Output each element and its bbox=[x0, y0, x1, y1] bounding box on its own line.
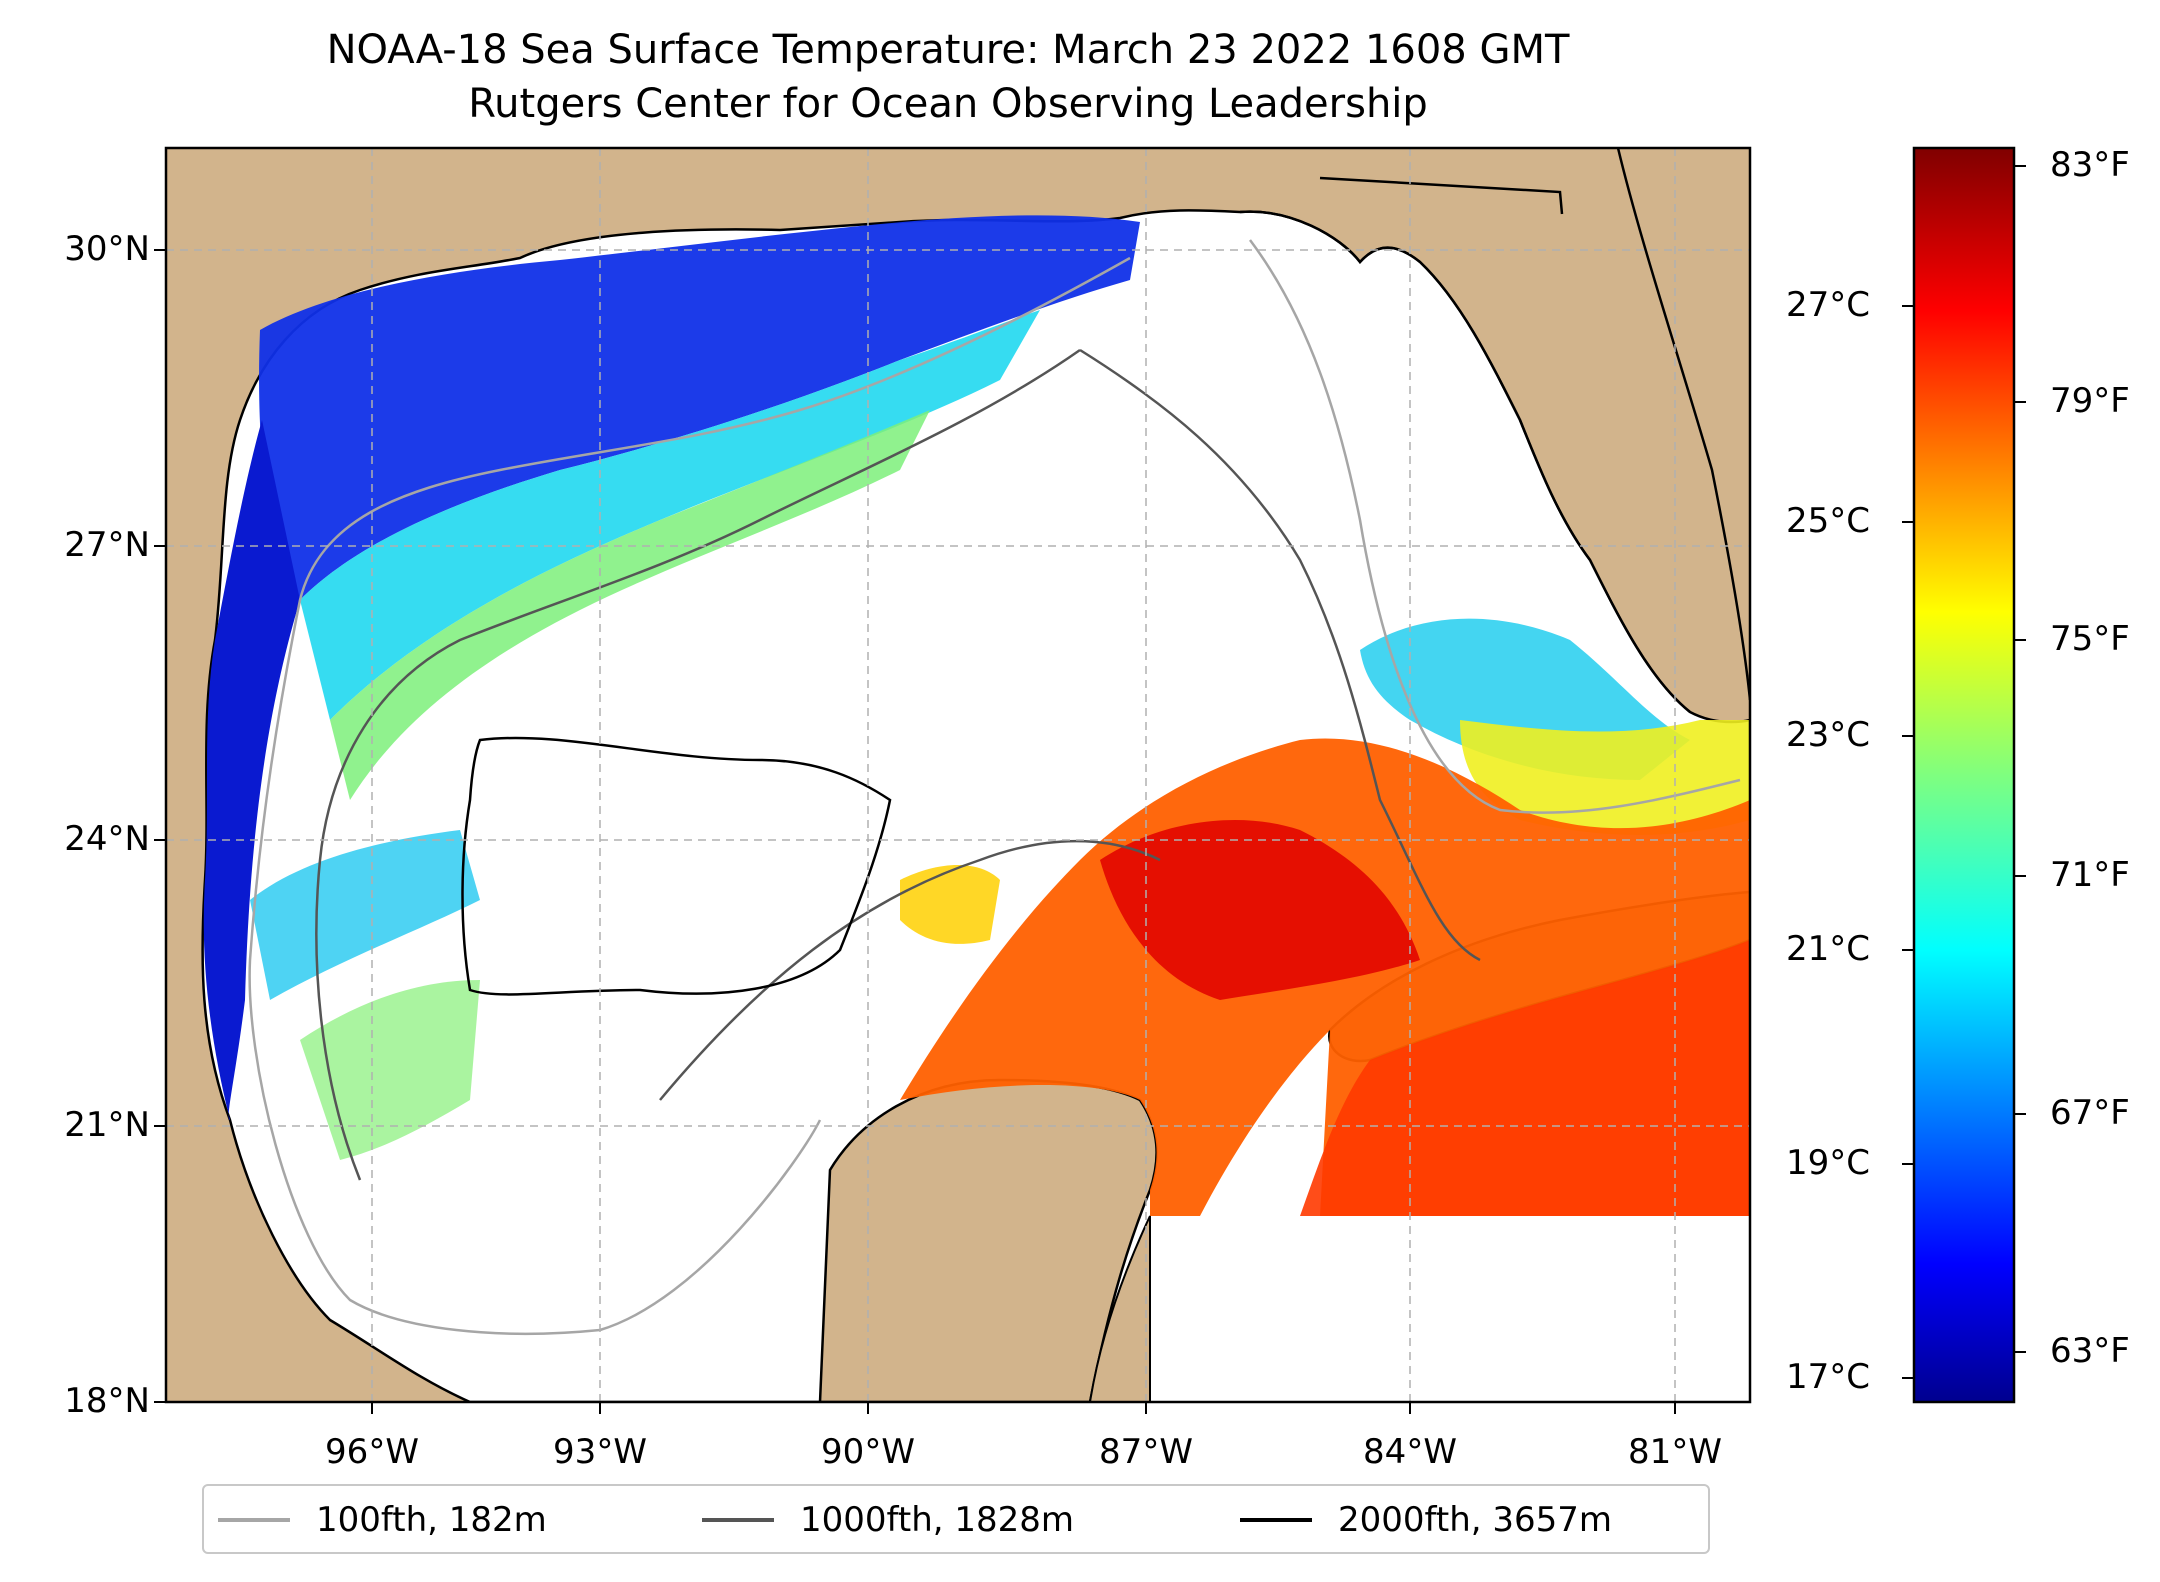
colorbar-label-27c: 27°C bbox=[1786, 285, 1871, 325]
contour-100fth bbox=[248, 239, 1741, 1335]
sst-southwest-cyan bbox=[250, 830, 480, 1000]
contour-2000fth bbox=[461, 736, 892, 996]
map-title: NOAA-18 Sea Surface Temperature: March 2… bbox=[326, 27, 1570, 73]
sst-yellow-patch bbox=[900, 865, 1000, 944]
legend-label-100fth: 100fth, 182m bbox=[316, 1500, 547, 1540]
map-frame bbox=[164, 146, 1752, 1404]
colorbar-label-83f: 83°F bbox=[2050, 145, 2130, 185]
colorbar-label-21c: 21°C bbox=[1786, 929, 1871, 969]
sst-cold-west bbox=[203, 420, 300, 1120]
colorbar bbox=[1912, 146, 2016, 1404]
us-coastline bbox=[1239, 210, 1691, 713]
legend-swatch-2000fth bbox=[1240, 1518, 1312, 1522]
legend-item-1000fth: 1000fth, 1828m bbox=[702, 1498, 1074, 1542]
lat-ticks bbox=[154, 249, 166, 1403]
legend-swatch-100fth bbox=[218, 1518, 290, 1522]
lat-label-21n: 21°N bbox=[64, 1105, 150, 1145]
contour-legend: 100fth, 182m 1000fth, 1828m 2000fth, 365… bbox=[202, 1484, 1710, 1554]
legend-item-2000fth: 2000fth, 3657m bbox=[1240, 1498, 1612, 1542]
contour-1000fth bbox=[315, 348, 1481, 1181]
colorbar-label-79f: 79°F bbox=[2050, 381, 2130, 421]
lon-label-90w: 90°W bbox=[821, 1432, 915, 1472]
sst-green-band bbox=[330, 410, 930, 800]
state-border bbox=[1319, 176, 1564, 215]
map-subtitle: Rutgers Center for Ocean Observing Leade… bbox=[468, 81, 1428, 127]
caribbean-land-bottom bbox=[1088, 1215, 1151, 1402]
lat-label-30n: 30°N bbox=[64, 229, 150, 269]
lon-label-87w: 87°W bbox=[1099, 1432, 1193, 1472]
sst-cool-band bbox=[300, 310, 1040, 720]
colorbar-label-71f: 71°F bbox=[2050, 855, 2130, 895]
colorbar-ticks-f bbox=[2014, 165, 2026, 1353]
graticule bbox=[166, 148, 1750, 1402]
sst-florida-warm bbox=[1460, 720, 1750, 835]
florida-east-coast bbox=[1616, 148, 1750, 701]
colorbar-label-19c: 19°C bbox=[1786, 1143, 1871, 1183]
lon-label-84w: 84°W bbox=[1363, 1432, 1457, 1472]
sst-southwest-green bbox=[300, 980, 480, 1160]
sst-caribbean-warm bbox=[1300, 940, 1750, 1216]
lon-ticks bbox=[371, 1402, 1676, 1414]
legend-swatch-1000fth bbox=[702, 1518, 774, 1522]
colorbar-label-25c: 25°C bbox=[1786, 501, 1871, 541]
colorbar-label-75f: 75°F bbox=[2050, 619, 2130, 659]
nodata-band bbox=[1150, 1216, 1750, 1402]
colorbar-label-63f: 63°F bbox=[2050, 1331, 2130, 1371]
legend-label-1000fth: 1000fth, 1828m bbox=[800, 1500, 1075, 1540]
lon-label-81w: 81°W bbox=[1628, 1432, 1722, 1472]
colorbar-label-23c: 23°C bbox=[1786, 715, 1871, 755]
sst-hot-core bbox=[1100, 820, 1420, 1000]
legend-item-100fth: 100fth, 182m bbox=[218, 1498, 547, 1542]
colorbar-label-67f: 67°F bbox=[2050, 1093, 2130, 1133]
lon-label-96w: 96°W bbox=[325, 1432, 419, 1472]
sst-cold-shelf bbox=[259, 215, 1140, 600]
colorbar-ticks-c bbox=[1902, 305, 1914, 1379]
legend-label-2000fth: 2000fth, 3657m bbox=[1338, 1500, 1613, 1540]
lat-label-27n: 27°N bbox=[64, 525, 150, 565]
lat-label-18n: 18°N bbox=[64, 1381, 150, 1421]
lat-label-24n: 24°N bbox=[64, 819, 150, 859]
colorbar-label-17c: 17°C bbox=[1786, 1357, 1871, 1397]
lon-label-93w: 93°W bbox=[553, 1432, 647, 1472]
map-area bbox=[166, 148, 1750, 1402]
